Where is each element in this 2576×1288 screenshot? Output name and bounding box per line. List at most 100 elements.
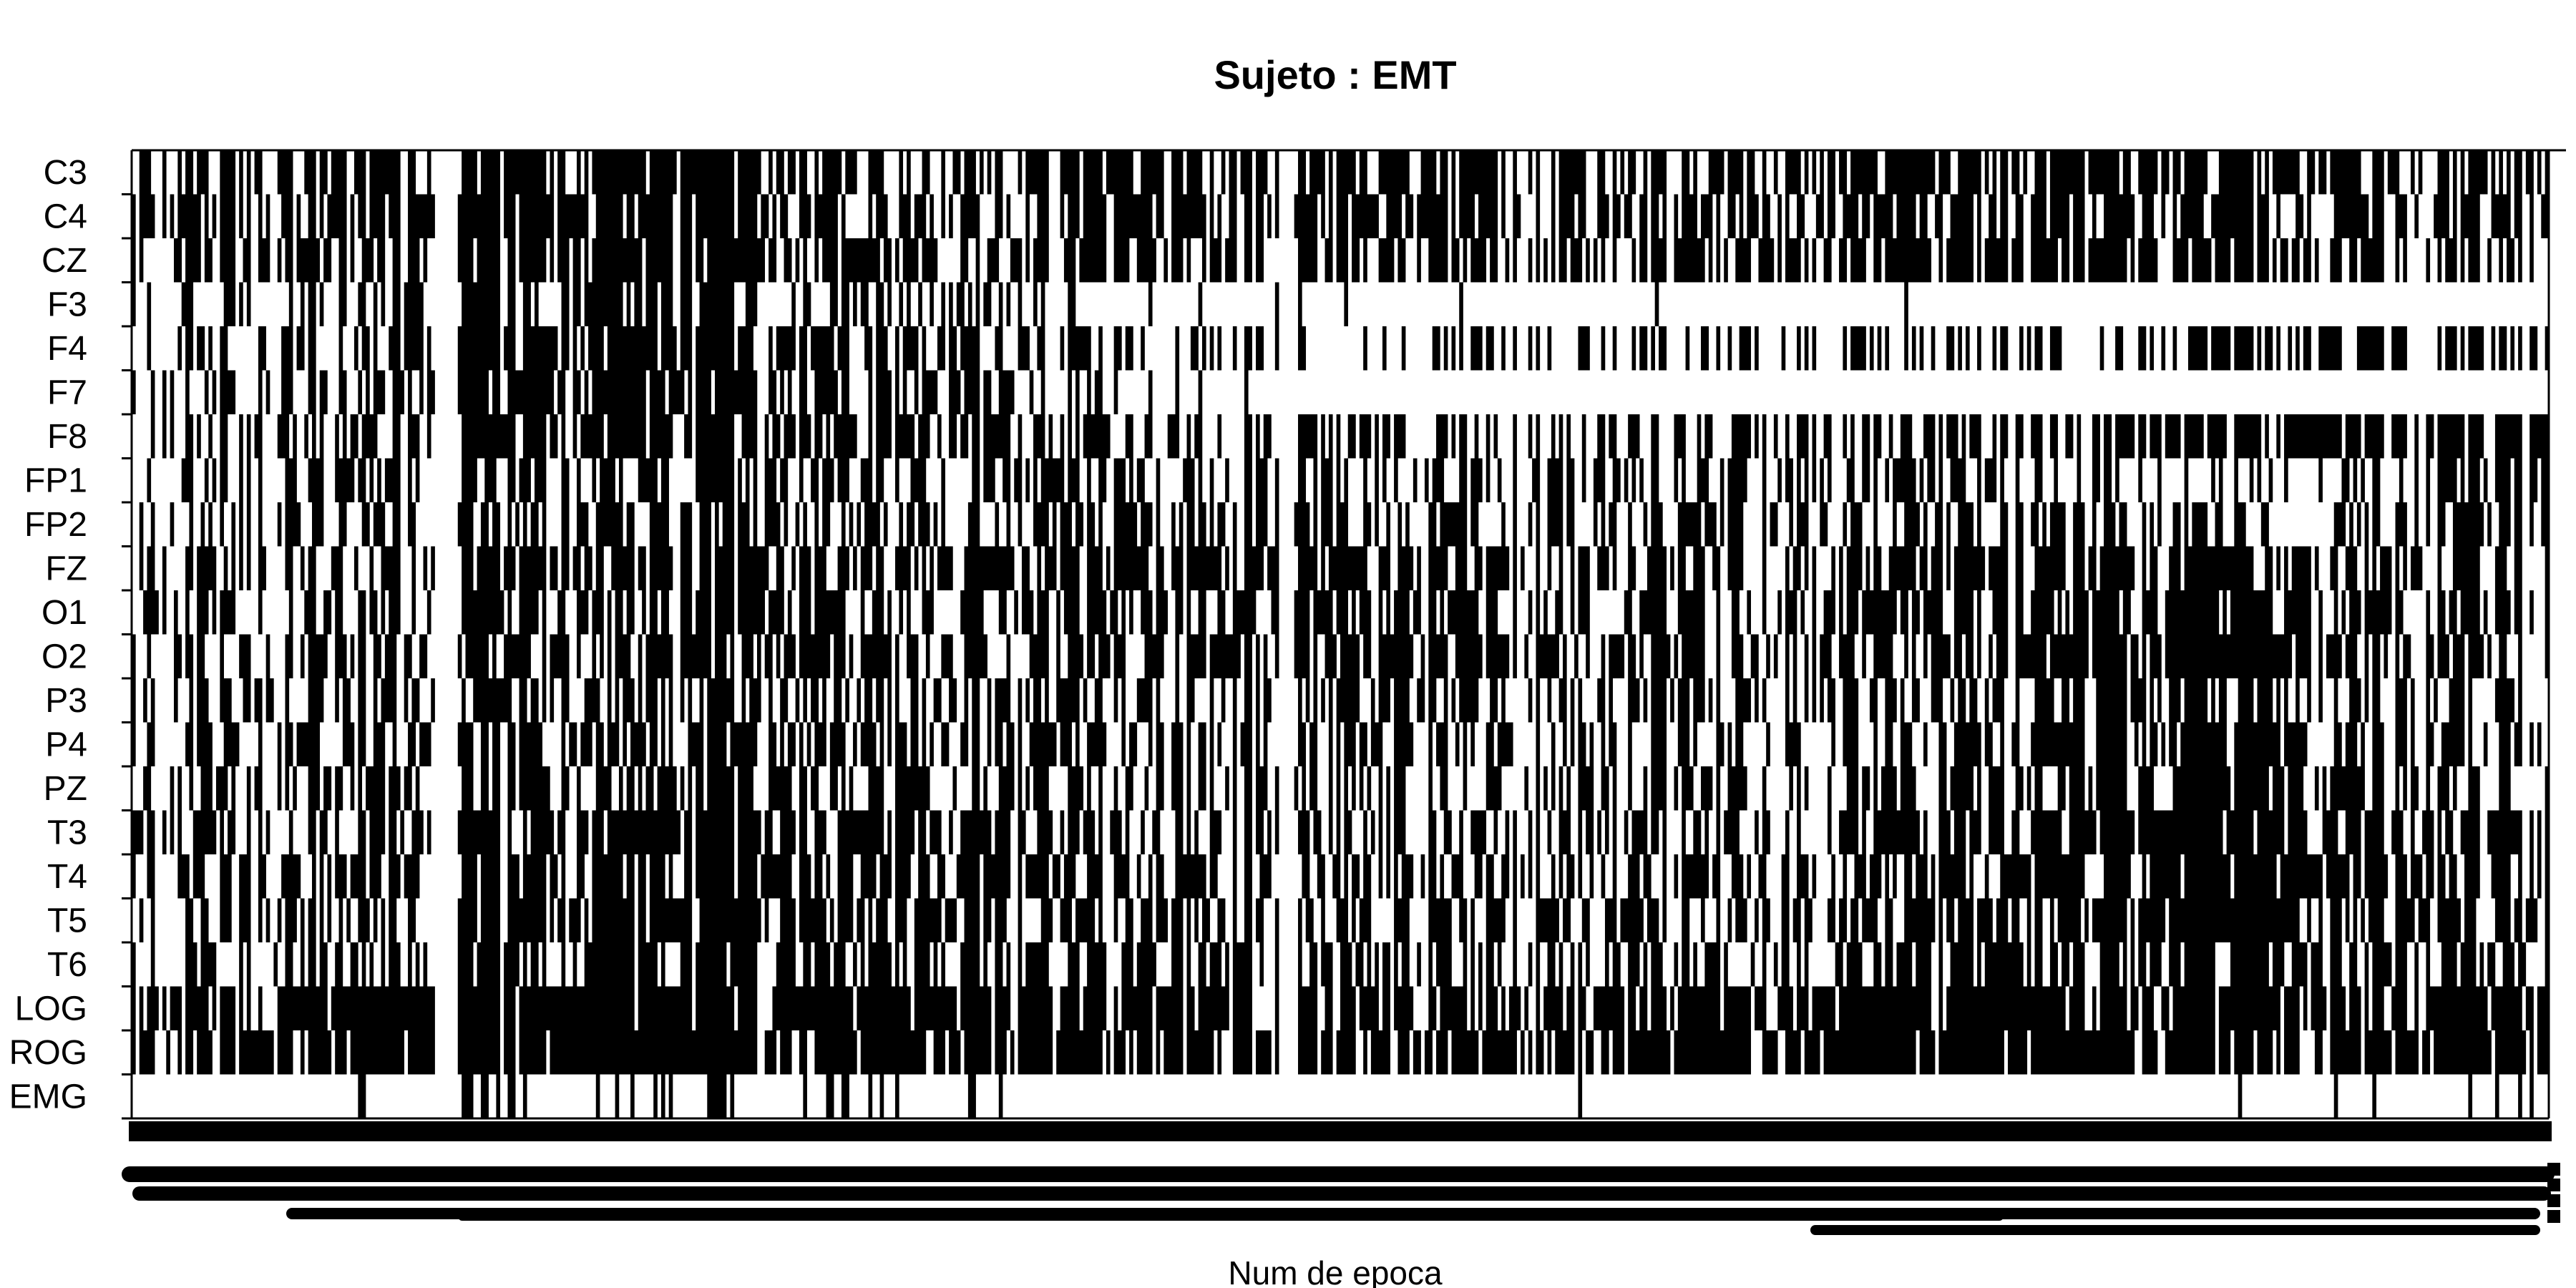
heatmap-cell <box>1551 150 1556 195</box>
heatmap-cell <box>1363 634 1372 678</box>
heatmap-cell <box>1682 854 1709 899</box>
heatmap-cell <box>949 678 957 723</box>
heatmap-cell <box>2507 238 2515 283</box>
heatmap-cell <box>1240 150 1252 195</box>
heatmap-cell <box>638 194 673 238</box>
heatmap-cell <box>1593 502 1598 547</box>
heatmap-cell <box>1536 150 1541 195</box>
heatmap-cell <box>715 502 719 547</box>
heatmap-cell <box>592 854 623 899</box>
heatmap-cell <box>335 1030 347 1075</box>
heatmap-cell <box>162 590 167 635</box>
heatmap-cell <box>139 986 144 1030</box>
heatmap-cell <box>415 942 420 987</box>
heatmap-cell <box>868 370 873 414</box>
heatmap-cell <box>1823 238 1832 283</box>
heatmap-cell <box>1428 898 1452 942</box>
heatmap-cell <box>2434 194 2449 238</box>
heatmap-cell <box>1302 854 1310 899</box>
heatmap-cell <box>293 766 297 811</box>
heatmap-cell <box>1885 326 1890 371</box>
heatmap-cell <box>200 766 213 811</box>
heatmap-cell <box>1731 634 1744 678</box>
heatmap-cell <box>1670 986 1674 1030</box>
heatmap-cell <box>1263 722 1268 766</box>
heatmap-cell <box>2257 810 2285 854</box>
heatmap-cell <box>2361 238 2384 283</box>
heatmap-cell <box>1018 678 1023 723</box>
heatmap-cell <box>780 458 789 502</box>
heatmap-cell <box>972 458 980 502</box>
heatmap-cell <box>1996 634 2009 678</box>
heatmap-cell <box>1536 590 1541 635</box>
heatmap-cell <box>419 634 428 678</box>
heatmap-cell <box>2460 326 2465 371</box>
heatmap-cell <box>933 678 942 723</box>
heatmap-cell <box>1543 986 1563 1030</box>
heatmap-cell <box>1762 942 1767 987</box>
heatmap-cell <box>2192 502 2208 547</box>
heatmap-cell <box>1183 458 1195 502</box>
heatmap-cell <box>1984 678 1989 723</box>
heatmap-cell <box>2184 502 2189 547</box>
heatmap-cell <box>2011 810 2020 854</box>
heatmap-cell <box>2422 1030 2431 1075</box>
heatmap-cell <box>769 678 773 723</box>
channel-label-f3: F3 <box>47 286 87 323</box>
heatmap-cell <box>1232 326 1237 371</box>
heatmap-cell <box>814 150 819 195</box>
channel-label-t5: T5 <box>47 902 87 940</box>
heatmap-cell <box>147 810 155 854</box>
heatmap-cell <box>1113 678 1118 723</box>
heatmap-cell <box>998 1074 1003 1118</box>
heatmap-cell <box>1048 414 1053 459</box>
heatmap-cell <box>1992 150 1997 195</box>
heatmap-cell <box>243 678 251 723</box>
heatmap-cell <box>185 326 194 371</box>
heatmap-cell <box>1256 414 1260 459</box>
heatmap-cell <box>1098 634 1111 678</box>
heatmap-cell <box>404 678 409 723</box>
heatmap-cell <box>1950 942 1974 987</box>
heatmap-cell <box>1682 898 1690 942</box>
heatmap-cell <box>1378 590 1383 635</box>
heatmap-cell <box>2537 810 2542 854</box>
heatmap-cell <box>220 854 232 899</box>
heatmap-cell <box>366 766 386 811</box>
heatmap-cell <box>2073 194 2085 238</box>
heatmap-cell <box>2015 458 2020 502</box>
channel-label-t4: T4 <box>47 858 87 896</box>
heatmap-cell <box>1186 722 1191 766</box>
heatmap-cell <box>2049 194 2070 238</box>
heatmap-cell <box>2395 1030 2419 1075</box>
heatmap-cell <box>680 326 693 371</box>
heatmap-cell <box>1113 502 1138 547</box>
heatmap-cell <box>707 722 727 766</box>
heatmap-cell <box>557 194 589 238</box>
heatmap-cell <box>1490 678 1498 723</box>
heatmap-cell <box>327 898 332 942</box>
heatmap-cell <box>519 546 547 590</box>
heatmap-cell <box>2257 678 2273 723</box>
heatmap-cell <box>1862 414 1870 459</box>
heatmap-cell <box>872 590 884 635</box>
heatmap-cell <box>1267 546 1279 590</box>
heatmap-cell <box>1244 766 1252 811</box>
heatmap-cell <box>1363 458 1367 502</box>
heatmap-cell <box>1716 722 1724 766</box>
heatmap-cell <box>542 634 547 678</box>
heatmap-cell <box>239 634 251 678</box>
heatmap-cell <box>1052 502 1057 547</box>
heatmap-cell <box>1781 942 1790 987</box>
heatmap-cell <box>1274 1030 1279 1075</box>
heatmap-cell <box>684 854 693 899</box>
heatmap-cell <box>2234 414 2262 459</box>
heatmap-cell <box>223 722 240 766</box>
heatmap-cell <box>576 766 581 811</box>
heatmap-cell <box>2529 722 2534 766</box>
heatmap-cell <box>2122 150 2131 195</box>
heatmap-cell <box>1443 326 1448 371</box>
heatmap-cell <box>2372 766 2384 811</box>
heatmap-cell <box>799 194 811 238</box>
heatmap-cell <box>2015 634 2046 678</box>
